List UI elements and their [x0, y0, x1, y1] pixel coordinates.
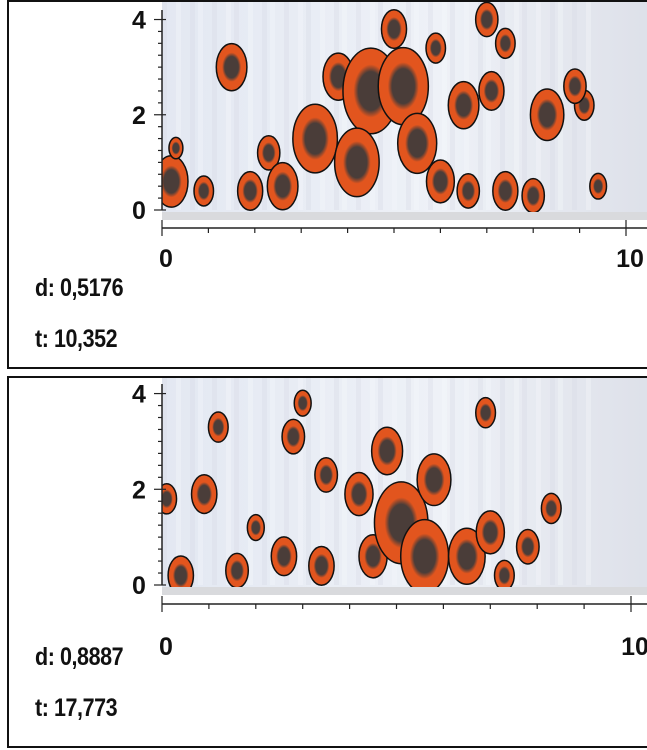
heat-blob-2 — [193, 175, 215, 207]
heat-blob-3 — [215, 42, 248, 92]
chart-panel-bottom: 0 2 4 0 10 d: 0,8887 t: 17,773 — [7, 376, 647, 748]
heat-blob-7 — [292, 103, 339, 174]
d-readout: d: 0,5176 — [35, 274, 124, 302]
heat-blob-24 — [589, 172, 608, 200]
heat-blob-7 — [308, 545, 335, 586]
heat-blob-2 — [190, 473, 218, 515]
x-tick-label-0: 0 — [159, 633, 173, 661]
heat-blob-5 — [256, 134, 281, 171]
heat-blob-6 — [266, 161, 299, 211]
y-tick-label-4: 4 — [132, 7, 146, 35]
heat-blob-17 — [493, 559, 515, 589]
heat-blob-14 — [416, 453, 452, 507]
heat-blob-21 — [521, 177, 546, 214]
heat-blob-15 — [447, 80, 480, 130]
heat-blob-20 — [492, 170, 519, 211]
heat-blob-9 — [344, 471, 374, 517]
heat-blob-4 — [236, 170, 264, 211]
plot-floor — [162, 587, 647, 595]
heat-blob-14 — [425, 159, 456, 204]
heat-blob-11 — [370, 426, 404, 476]
heat-blob-16 — [475, 510, 506, 555]
heat-blob-4 — [225, 552, 250, 589]
x-tick-label-0: 0 — [159, 245, 173, 273]
y-tick-label-2: 2 — [132, 476, 146, 504]
chart-panel-top: 0 2 4 0 10 d: 0,5176 t: 10,352 — [7, 0, 647, 369]
heat-blob-22 — [529, 88, 565, 142]
heat-blob-16 — [456, 173, 481, 209]
background-streaks — [162, 378, 591, 585]
heat-blob-1 — [167, 555, 195, 589]
heat-blob-22 — [246, 513, 265, 542]
x-tick-label-10: 10 — [621, 633, 647, 661]
heat-blob-25 — [425, 32, 447, 64]
x-tick-label-10: 10 — [616, 245, 644, 273]
y-tick-label-0: 0 — [132, 572, 146, 600]
heat-blob-3 — [207, 411, 229, 443]
heat-blob-10 — [333, 127, 380, 198]
heat-blob-15 — [447, 527, 486, 586]
heat-blob-1 — [168, 136, 184, 160]
heatmap-blobs — [162, 2, 608, 214]
heat-blob-17 — [478, 70, 505, 111]
heat-blob-13 — [396, 112, 438, 175]
heat-blob-6 — [281, 418, 306, 455]
heat-blob-0 — [162, 483, 178, 515]
heat-blob-0 — [162, 154, 189, 208]
heat-blob-20 — [475, 396, 497, 429]
plot-floor — [162, 212, 647, 220]
heat-blob-12 — [380, 9, 408, 50]
t-readout: t: 17,773 — [35, 694, 118, 722]
heat-blob-19 — [494, 27, 516, 60]
y-tick-label-2: 2 — [132, 102, 146, 130]
d-readout: d: 0,8887 — [35, 643, 124, 671]
heatmap-plot-top: 0 2 4 0 10 — [132, 2, 647, 273]
heat-blob-26 — [563, 68, 587, 105]
heat-blob-5 — [270, 536, 298, 577]
y-tick-label-0: 0 — [132, 197, 146, 225]
heatmap-blobs — [162, 389, 562, 589]
heat-blob-19 — [540, 492, 562, 525]
heat-blob-13 — [399, 518, 450, 589]
heat-blob-18 — [515, 528, 540, 565]
heatmap-plot-bottom: 0 2 4 0 10 — [132, 378, 647, 661]
t-readout: t: 10,352 — [35, 325, 118, 353]
y-tick-label-4: 4 — [132, 381, 146, 409]
heat-blob-18 — [474, 2, 499, 38]
heat-blob-8 — [314, 456, 339, 493]
heat-blob-21 — [293, 389, 312, 417]
